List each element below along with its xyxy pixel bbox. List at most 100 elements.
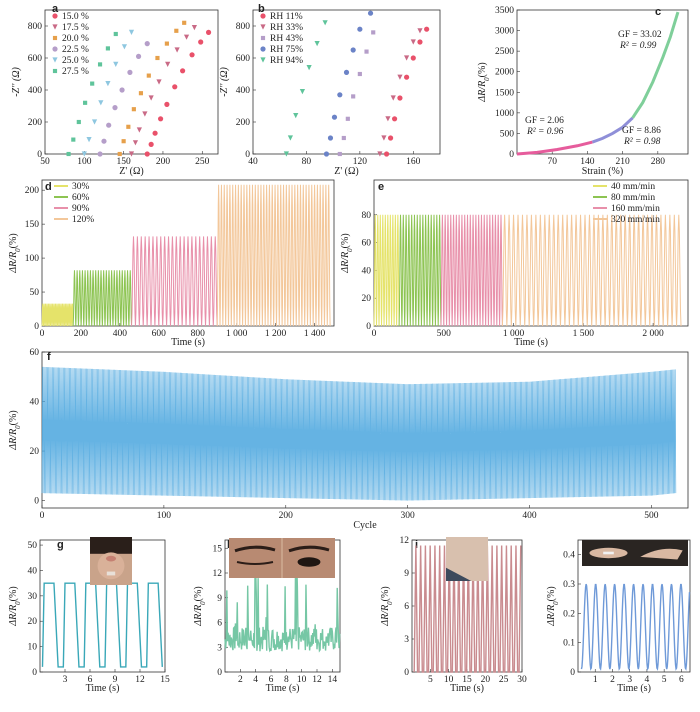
data-point	[417, 28, 423, 34]
y-tick-label: 0.4	[563, 551, 575, 561]
y-tick-label: 0	[217, 668, 222, 678]
data-point	[90, 81, 95, 86]
data-point	[337, 92, 343, 98]
data-point	[136, 127, 142, 133]
x-tick-label: 9	[113, 675, 118, 685]
y-tick-label: 20	[362, 294, 372, 304]
x-axis-label: Time (s)	[514, 337, 548, 348]
series-line	[631, 11, 680, 119]
x-tick-label: 4	[253, 675, 258, 685]
y-tick-label: 0	[32, 668, 37, 678]
x-tick-label: 5	[662, 675, 667, 685]
data-point	[156, 79, 162, 85]
data-point	[135, 53, 142, 60]
x-tick-label: 600	[152, 329, 167, 339]
data-point	[410, 55, 416, 61]
x-tick-label: 40	[248, 157, 258, 167]
photo-wrist	[582, 540, 688, 566]
data-point	[52, 46, 58, 52]
photo-brow	[288, 545, 330, 553]
data-point	[183, 34, 190, 40]
y-tick-label: 1500	[495, 88, 514, 98]
data-point	[152, 130, 158, 136]
x-tick-label: 70	[547, 157, 557, 167]
x-tick-label: 160	[406, 157, 421, 167]
panel-label: b	[258, 3, 265, 15]
x-tick-label: 500	[437, 329, 452, 339]
data-point	[350, 47, 356, 53]
data-point	[404, 74, 410, 80]
data-point	[113, 61, 119, 67]
y-tick-label: 0	[37, 150, 42, 160]
data-point	[322, 20, 328, 26]
x-tick-label: 14	[328, 675, 338, 685]
x-tick-label: 12	[135, 675, 145, 685]
legend-entry: 22.5 %	[62, 45, 89, 55]
y-tick-label: 2500	[495, 47, 514, 57]
y-tick-label: 3	[217, 643, 222, 653]
photo-hand-bent	[640, 548, 683, 560]
x-tick-label: 120	[353, 157, 368, 167]
data-point	[97, 62, 103, 67]
y-tick-label: 200	[236, 118, 251, 128]
series-3	[323, 10, 374, 157]
data-point	[101, 138, 107, 144]
data-point	[343, 69, 350, 75]
panel-b: 40 80 120 160 0 200 400 600 800 Z' (Ω) -Z'' (Ω) b RH…	[219, 3, 441, 177]
series-line	[216, 184, 331, 327]
data-point	[357, 71, 362, 77]
series-0	[144, 29, 212, 157]
photo-mouth	[105, 555, 117, 562]
photo-sensor	[106, 571, 116, 576]
data-point	[397, 95, 403, 101]
x-axis-label: Z' (Ω)	[119, 166, 144, 177]
data-point	[390, 95, 396, 101]
y-tick-label: 3	[404, 635, 409, 645]
y-axis-label: ΔR/R0(%)	[546, 586, 560, 626]
data-point	[306, 65, 312, 71]
y-tick-label: 60	[362, 239, 372, 249]
photo-skin	[229, 538, 281, 578]
y-tick-label: 0	[570, 668, 575, 678]
y-tick-label: 500	[500, 129, 515, 139]
series-5	[66, 31, 118, 157]
panel-label: g	[57, 539, 64, 551]
data-point	[144, 41, 150, 47]
y-axis-label: ΔR/R0(%)	[193, 586, 207, 626]
x-axis-label: Time (s)	[450, 683, 484, 694]
data-point	[127, 69, 133, 75]
data-point	[66, 151, 71, 157]
y-tick-label: 9	[217, 594, 222, 604]
series-line	[41, 303, 74, 327]
data-point	[52, 68, 58, 74]
panel-label: a	[52, 3, 59, 15]
data-point	[287, 135, 293, 141]
y-tick-label: 6	[217, 619, 222, 629]
data-point	[52, 24, 58, 30]
data-point	[337, 151, 342, 157]
legend-entry: 40 mm/min	[611, 182, 655, 192]
x-tick-label: 20	[481, 675, 491, 685]
x-tick-label: 200	[279, 511, 294, 521]
y-tick-label: 0.2	[563, 609, 575, 619]
y-tick-label: 15	[213, 544, 223, 554]
panel-g: 3 6 9 12 15 0 10 20 30 40 50 Time (s) ΔR/R0(%) g	[8, 539, 170, 694]
data-point	[113, 31, 118, 37]
data-point	[260, 24, 266, 30]
data-point	[121, 44, 128, 50]
x-tick-label: 10	[444, 675, 454, 685]
x-axis-label: Z' (Ω)	[334, 166, 359, 177]
x-tick-label: 100	[157, 511, 172, 521]
data-point	[155, 55, 160, 61]
data-point	[260, 57, 266, 63]
legend-entry: 90%	[72, 204, 90, 214]
y-tick-label: 100	[25, 254, 40, 264]
x-tick-label: 200	[74, 329, 89, 339]
photo-eyes	[229, 538, 335, 578]
data-point	[128, 151, 135, 157]
legend-entry: 120%	[72, 215, 94, 225]
photo-eye-closed	[236, 561, 274, 565]
data-point	[345, 116, 350, 121]
x-tick-label: 8	[284, 675, 289, 685]
